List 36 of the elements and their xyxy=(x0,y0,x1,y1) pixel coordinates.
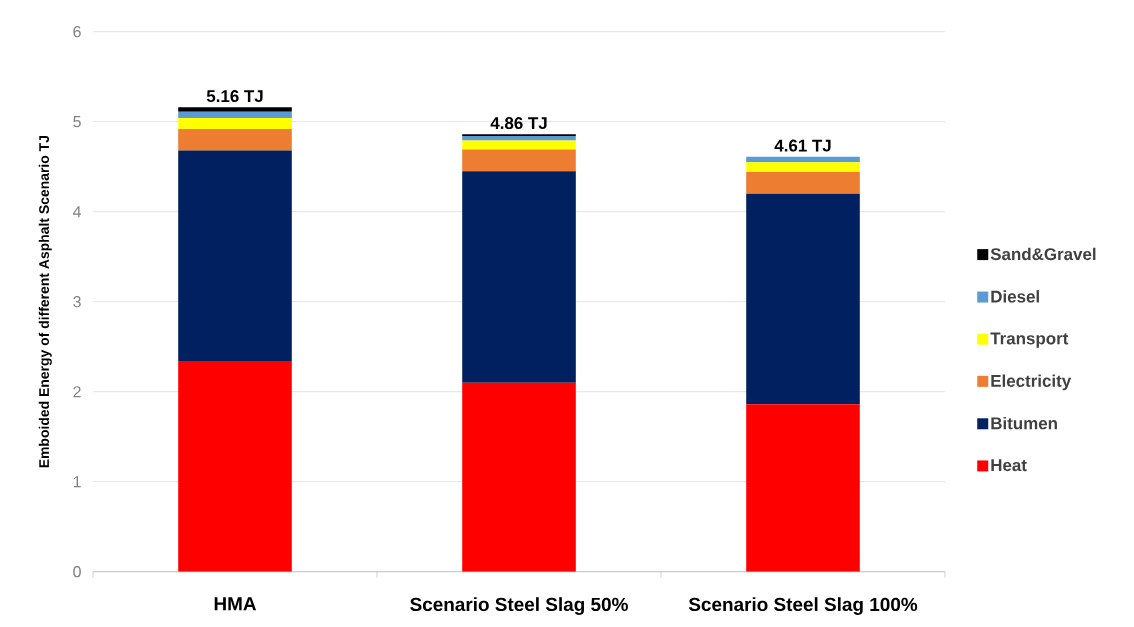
bar xyxy=(178,118,292,129)
legend-label: Bitumen xyxy=(991,416,1057,430)
bar xyxy=(462,140,576,150)
total-label: 4.61 TJ xyxy=(774,139,831,152)
bar xyxy=(178,107,292,112)
y-tick-label: 5 xyxy=(73,116,81,128)
bar xyxy=(178,361,292,572)
legend-label: Sand&Gravel xyxy=(990,247,1096,261)
legend-label: Heat xyxy=(991,459,1027,472)
y-tick-label: 3 xyxy=(73,296,81,308)
legend-label: Diesel xyxy=(991,290,1039,303)
y-axis-title: Emboided Energy of different Asphalt Scenario TJ xyxy=(38,136,52,468)
total-label: 5.16 TJ xyxy=(206,90,263,103)
legend-label: Electricity xyxy=(991,374,1072,391)
bar xyxy=(746,404,860,572)
y-tick-label: 2 xyxy=(73,386,81,398)
bar xyxy=(178,128,292,151)
bar xyxy=(462,171,576,383)
x-tick-label: Scenario Steel Slag 100% xyxy=(688,597,918,615)
bar xyxy=(462,382,576,572)
y-tick-label: 0 xyxy=(73,566,81,578)
bar xyxy=(462,136,576,141)
y-tick-label: 6 xyxy=(73,26,81,38)
bar xyxy=(746,156,860,163)
legend-label: Transport xyxy=(990,332,1069,348)
y-tick-label: 4 xyxy=(72,206,82,218)
bar xyxy=(746,162,860,173)
y-tick-label: 1 xyxy=(73,476,81,488)
x-tick-label: Scenario Steel Slag 50% xyxy=(410,597,628,615)
bar xyxy=(746,193,860,405)
bar xyxy=(178,111,292,119)
bar xyxy=(746,172,860,194)
total-label: 4.86 TJ xyxy=(490,117,547,130)
x-tick-label: HMA xyxy=(214,597,257,611)
bar xyxy=(462,149,576,172)
bar xyxy=(178,150,292,362)
